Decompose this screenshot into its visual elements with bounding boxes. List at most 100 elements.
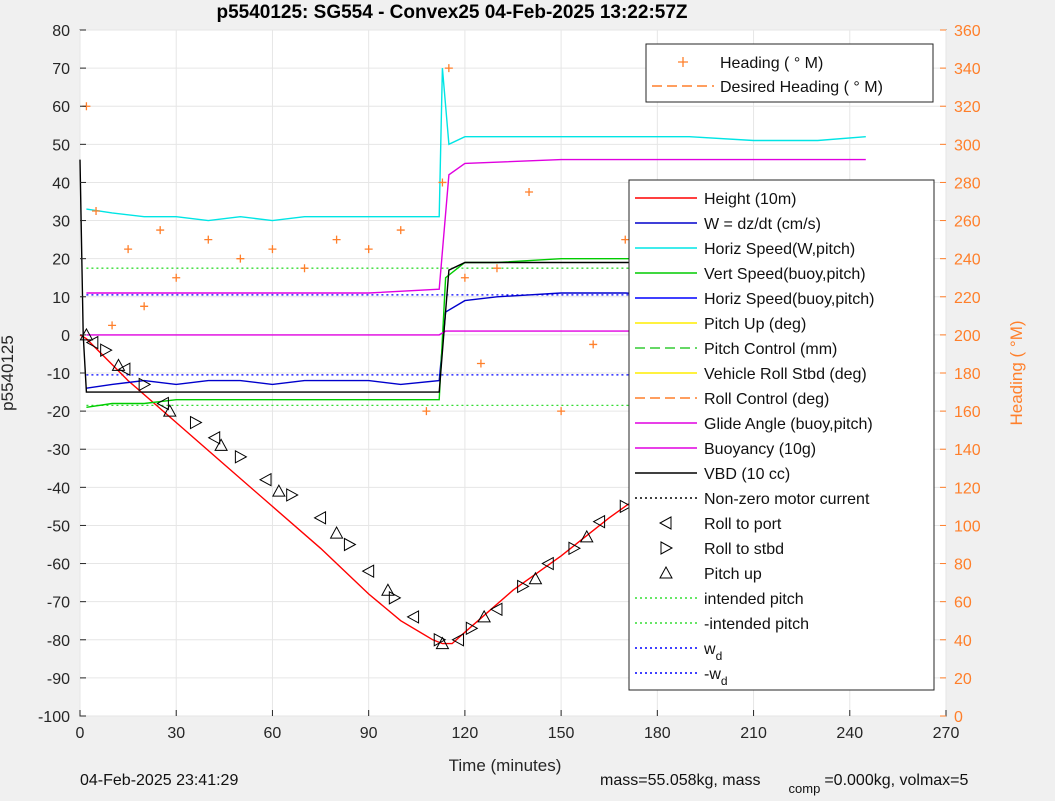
heading-point — [172, 273, 181, 282]
tri-right-marker — [189, 415, 203, 430]
legend-main: Height (10m) W = dz/dt (cm/s) Horiz Speed(… — [628, 179, 935, 691]
tri-up-marker — [579, 529, 594, 543]
y2-tick-label: 100 — [954, 518, 981, 535]
y-tick-label: 0 — [61, 328, 70, 345]
tri-right-marker — [100, 343, 113, 357]
x-tick-label: 210 — [740, 725, 767, 742]
legend-label: Horiz Speed(buoy,pitch) — [704, 291, 874, 308]
footer-mass-text2: =0.000kg, volmax=5 — [824, 772, 969, 789]
legend-label: Buoyancy (10g) — [704, 441, 816, 458]
legend-label-sub: d — [721, 674, 728, 688]
heading-point — [364, 245, 373, 254]
tri-up-marker — [381, 583, 395, 596]
x-tick-label: 120 — [452, 725, 479, 742]
legend-sample — [660, 541, 674, 555]
legend-label: Height (10m) — [704, 191, 796, 208]
y2-tick-label: 40 — [954, 633, 972, 650]
heading-point — [396, 226, 405, 235]
heading-point — [525, 187, 534, 196]
tri-right-marker — [517, 579, 530, 594]
series-line — [86, 68, 866, 222]
x-tick-label: 60 — [264, 725, 282, 742]
y-tick-label: 70 — [52, 61, 70, 78]
tri-up-marker — [162, 404, 177, 417]
heading-point — [589, 340, 598, 349]
y2-tick-label: 120 — [954, 480, 981, 497]
heading-point — [108, 321, 117, 330]
y2-tick-label: 60 — [954, 595, 972, 612]
heading-point — [332, 235, 341, 244]
legend-heading: Heading ( ° M) Desired Heading ( ° M) — [645, 43, 934, 103]
footer-mass-sub: comp — [788, 781, 821, 797]
y-tick-label: 60 — [52, 99, 70, 116]
x-tick-label: 90 — [360, 725, 378, 742]
y-tick-label: -30 — [47, 442, 70, 459]
y-tick-label: 20 — [52, 252, 70, 269]
legend-label: Roll to stbd — [704, 541, 784, 558]
y2-tick-label: 20 — [954, 671, 972, 688]
legend-sample — [659, 565, 673, 579]
legend-label: Roll to port — [704, 516, 782, 533]
y2-tick-label: 200 — [954, 328, 981, 345]
legend-label-sub: d — [716, 649, 723, 663]
y2-tick-label: 260 — [954, 214, 981, 231]
y2-tick-label: 140 — [954, 442, 981, 459]
legend-label: Desired Heading ( ° M) — [720, 79, 883, 96]
tri-right-marker — [234, 450, 248, 464]
tri-right-marker — [619, 499, 633, 514]
tri-up-marker — [329, 526, 344, 539]
y-tick-label: 30 — [52, 214, 70, 231]
legend-label: intended pitch — [704, 591, 804, 608]
y2-tick-label: 240 — [954, 252, 981, 269]
tri-left-marker — [361, 564, 375, 579]
heading-point — [444, 64, 453, 73]
tri-left-marker — [489, 602, 503, 617]
y2-tick-label: 0 — [954, 709, 963, 726]
y-tick-label: -60 — [47, 557, 70, 574]
y-tick-label: 10 — [52, 290, 70, 307]
tri-left-marker — [592, 514, 606, 529]
tri-up-marker — [528, 571, 543, 585]
x-tick-label: 180 — [644, 725, 671, 742]
series-line — [86, 158, 866, 294]
heading-point — [460, 273, 469, 282]
legend-label: VBD (10 cc) — [704, 466, 790, 483]
x-tick-label: 0 — [76, 725, 85, 742]
heading-point — [268, 245, 277, 254]
heading-point — [204, 235, 213, 244]
legend-sample — [658, 516, 672, 530]
heading-point — [492, 264, 501, 273]
legend-label: Vert Speed(buoy,pitch) — [704, 266, 866, 283]
legend-label: Pitch Control (mm) — [704, 341, 837, 358]
footer-timestamp: 04-Feb-2025 23:41:29 — [80, 772, 239, 789]
legend-label: Roll Control (deg) — [704, 391, 829, 408]
tri-left-marker — [207, 430, 221, 445]
tri-right-marker — [388, 591, 402, 605]
tri-right-marker — [286, 488, 299, 502]
y2-tick-label: 300 — [954, 137, 981, 154]
tri-left-marker — [541, 556, 554, 571]
x-tick-label: 240 — [836, 725, 863, 742]
heading-point — [300, 264, 309, 273]
tri-left-marker — [313, 510, 327, 525]
y-tick-label: -40 — [47, 480, 70, 497]
footer-mass: mass=55.058kg, mass comp =0.000kg, volmax=… — [600, 772, 969, 796]
y-tick-label: -10 — [47, 366, 70, 383]
tri-up-marker — [214, 438, 228, 451]
y-tick-label: -20 — [47, 404, 70, 421]
legend-label: Horiz Speed(W,pitch) — [704, 241, 855, 258]
y-tick-label: 40 — [52, 175, 70, 192]
heading-point — [621, 235, 630, 244]
y-axis-label-right: Heading ( °M) — [1007, 320, 1026, 425]
tri-left-marker — [156, 396, 169, 411]
legend-box — [645, 43, 934, 103]
y2-tick-label: 280 — [954, 175, 981, 192]
heading-point — [156, 226, 165, 235]
x-axis-label: Time (minutes) — [449, 756, 562, 775]
legend-label: Heading ( ° M) — [720, 55, 823, 72]
y2-tick-label: 180 — [954, 366, 981, 383]
y2-tick-label: 160 — [954, 404, 981, 421]
tri-left-marker — [406, 610, 420, 624]
tri-up-marker — [435, 636, 450, 650]
